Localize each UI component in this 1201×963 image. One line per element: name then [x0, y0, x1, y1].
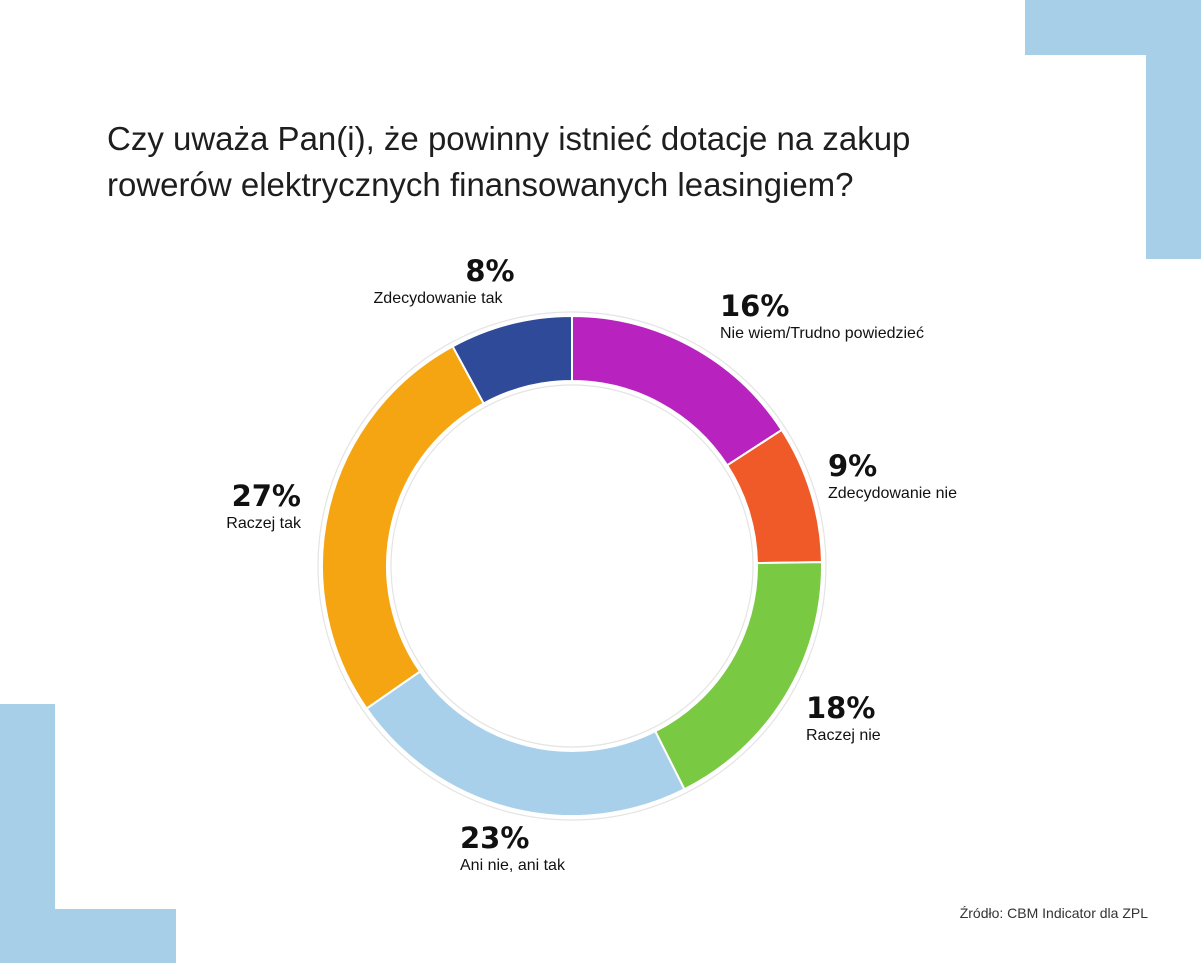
slice-zdecydowanie-tak: [451, 314, 573, 405]
data-label-category-raczej-tak: Raczej tak: [226, 515, 302, 532]
decor-corner-top-right-vertical: [1146, 0, 1201, 259]
data-label-category-ani-nie-ani-tak: Ani nie, ani tak: [460, 857, 566, 874]
data-label-value-raczej-nie: 18%: [806, 691, 875, 725]
chart-title: Czy uważa Pan(i), że powinny istnieć dot…: [107, 116, 1067, 208]
slice-ani-nie-ani-tak: [365, 670, 686, 817]
data-label-category-raczej-nie: Raczej nie: [806, 727, 881, 744]
data-label-category-zdecydowanie-nie: Zdecydowanie nie: [828, 485, 957, 502]
source-note: Źródło: CBM Indicator dla ZPL: [959, 905, 1148, 921]
chart-title-line-2: rowerów elektrycznych finansowanych leas…: [107, 166, 854, 203]
donut-outer-guide: [317, 311, 827, 821]
data-label-value-nie-wiem-trudno-powiedziec: 16%: [720, 289, 789, 323]
data-label-category-zdecydowanie-tak: Zdecydowanie tak: [374, 290, 504, 307]
data-label-category-nie-wiem-trudno-powiedziec: Nie wiem/Trudno powiedzieć: [720, 325, 924, 342]
decor-corner-bottom-left-horizontal: [0, 909, 176, 963]
donut-inner-guide: [390, 384, 754, 748]
slice-raczej-nie: [653, 561, 823, 791]
data-label-value-ani-nie-ani-tak: 23%: [460, 821, 529, 855]
data-label-value-zdecydowanie-nie: 9%: [828, 449, 877, 483]
slice-raczej-tak: [321, 344, 486, 710]
data-label-value-raczej-tak: 27%: [232, 479, 301, 513]
chart-title-line-1: Czy uważa Pan(i), że powinny istnieć dot…: [107, 120, 911, 157]
data-label-value-zdecydowanie-tak: 8%: [465, 254, 514, 288]
